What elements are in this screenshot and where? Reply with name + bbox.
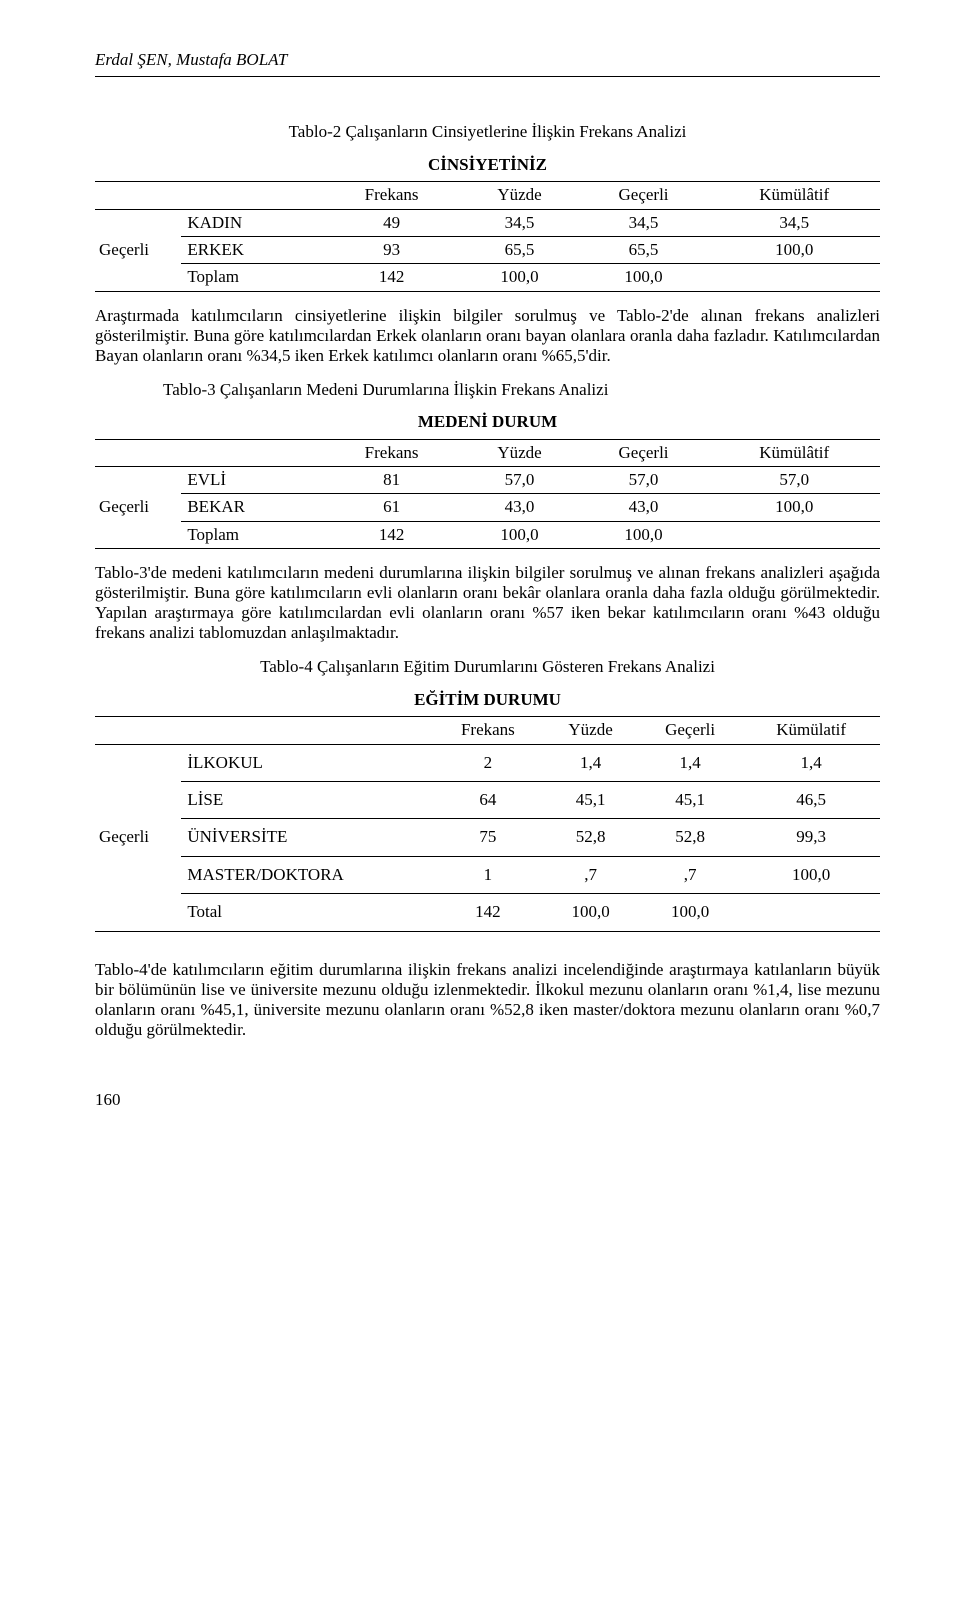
table4-caption: Tablo-4 Çalışanların Eğitim Durumlarını … [95,657,880,677]
table2-r0-c1: 49 [323,209,461,236]
table4-r2-label: ÜNİVERSİTE [181,819,432,856]
table4-r4-c3: 100,0 [638,894,742,931]
table3-head-c4: Kümülâtif [708,439,880,466]
table4-r4-c4 [742,894,880,931]
author-header: Erdal ŞEN, Mustafa BOLAT [95,50,880,70]
table2-r2-label: Toplam [181,264,322,291]
table-row: ÜNİVERSİTE 75 52,8 52,8 99,3 [95,819,880,856]
table2-r1-c1: 93 [323,236,461,263]
table3-head-c1: Frekans [323,439,461,466]
table3-rowhead: Geçerli [95,467,181,549]
table4-section-label: EĞİTİM DURUMU [95,690,880,710]
table2: Frekans Yüzde Geçerli Kümülâtif Geçerli … [95,181,880,292]
page-number: 160 [95,1090,880,1110]
table4-r1-c3: 45,1 [638,781,742,818]
table2-head-c2: Yüzde [461,182,579,209]
table2-r0-c2: 34,5 [461,209,579,236]
table4-r2-c3: 52,8 [638,819,742,856]
table-row: Geçerli EVLİ 81 57,0 57,0 57,0 [95,467,880,494]
table2-head-c4: Kümülâtif [708,182,880,209]
table4-head-c2: Yüzde [543,717,638,744]
table3: Frekans Yüzde Geçerli Kümülâtif Geçerli … [95,439,880,550]
table4-head-c3: Geçerli [638,717,742,744]
table3-head-row: Frekans Yüzde Geçerli Kümülâtif [95,439,880,466]
table2-r2-c2: 100,0 [461,264,579,291]
table3-head-c2: Yüzde [461,439,579,466]
table2-r1-c2: 65,5 [461,236,579,263]
table4-r4-label: Total [181,894,432,931]
table4-r2-c4: 99,3 [742,819,880,856]
table2-r2-c3: 100,0 [579,264,709,291]
table4-r1-label: LİSE [181,781,432,818]
table-row: Toplam 142 100,0 100,0 [95,264,880,291]
table2-r2-c1: 142 [323,264,461,291]
table-row: Total 142 100,0 100,0 [95,894,880,931]
table3-r2-c2: 100,0 [461,521,579,548]
table3-r2-c3: 100,0 [579,521,709,548]
table4-r3-c2: ,7 [543,856,638,893]
table2-rowhead: Geçerli [95,209,181,291]
table2-caption: Tablo-2 Çalışanların Cinsiyetlerine İliş… [95,122,880,142]
table4-r1-c4: 46,5 [742,781,880,818]
table4: Frekans Yüzde Geçerli Kümülatif Geçerli … [95,716,880,931]
table-row: Toplam 142 100,0 100,0 [95,521,880,548]
table-row: ERKEK 93 65,5 65,5 100,0 [95,236,880,263]
table4-head-row: Frekans Yüzde Geçerli Kümülatif [95,717,880,744]
table4-r0-c4: 1,4 [742,744,880,781]
table2-head-c3: Geçerli [579,182,709,209]
table2-r0-c4: 34,5 [708,209,880,236]
table3-r1-c3: 43,0 [579,494,709,521]
table3-r2-c4 [708,521,880,548]
table3-r1-c4: 100,0 [708,494,880,521]
table3-r1-c1: 61 [323,494,461,521]
table3-r0-c2: 57,0 [461,467,579,494]
table4-r4-c1: 142 [433,894,544,931]
table3-section-label: MEDENİ DURUM [95,412,880,432]
table-row: Geçerli KADIN 49 34,5 34,5 34,5 [95,209,880,236]
table4-r3-c3: ,7 [638,856,742,893]
paragraph-table3: Tablo-3'de medeni katılımcıların medeni … [95,563,880,643]
table4-r0-label: İLKOKUL [181,744,432,781]
table3-r0-label: EVLİ [181,467,322,494]
table3-r2-c1: 142 [323,521,461,548]
table4-r0-c2: 1,4 [543,744,638,781]
table4-r0-c3: 1,4 [638,744,742,781]
table-row: Geçerli İLKOKUL 2 1,4 1,4 1,4 [95,744,880,781]
table4-r3-c4: 100,0 [742,856,880,893]
table3-r2-label: Toplam [181,521,322,548]
table2-head-c1: Frekans [323,182,461,209]
table3-r0-c3: 57,0 [579,467,709,494]
paragraph-table4: Tablo-4'de katılımcıların eğitim durumla… [95,960,880,1040]
table4-r4-c2: 100,0 [543,894,638,931]
table3-r0-c1: 81 [323,467,461,494]
table4-r2-c2: 52,8 [543,819,638,856]
table4-head-c1: Frekans [433,717,544,744]
table2-r1-c3: 65,5 [579,236,709,263]
table2-section-label: CİNSİYETİNİZ [95,155,880,175]
table4-r3-label: MASTER/DOKTORA [181,856,432,893]
table2-r1-label: ERKEK [181,236,322,263]
table3-r1-label: BEKAR [181,494,322,521]
table2-r0-label: KADIN [181,209,322,236]
table3-r0-c4: 57,0 [708,467,880,494]
table-row: BEKAR 61 43,0 43,0 100,0 [95,494,880,521]
table4-r3-c1: 1 [433,856,544,893]
table3-caption: Tablo-3 Çalışanların Medeni Durumlarına … [129,380,880,400]
table4-r1-c1: 64 [433,781,544,818]
table2-r2-c4 [708,264,880,291]
table4-r2-c1: 75 [433,819,544,856]
table2-r0-c3: 34,5 [579,209,709,236]
table4-r1-c2: 45,1 [543,781,638,818]
table2-r1-c4: 100,0 [708,236,880,263]
table-row: LİSE 64 45,1 45,1 46,5 [95,781,880,818]
table2-head-row: Frekans Yüzde Geçerli Kümülâtif [95,182,880,209]
table4-head-c4: Kümülatif [742,717,880,744]
table3-head-c3: Geçerli [579,439,709,466]
table-row: MASTER/DOKTORA 1 ,7 ,7 100,0 [95,856,880,893]
table4-r0-c1: 2 [433,744,544,781]
paragraph-table2: Araştırmada katılımcıların cinsiyetlerin… [95,306,880,366]
table4-rowhead: Geçerli [95,744,181,931]
table3-r1-c2: 43,0 [461,494,579,521]
header-divider [95,76,880,77]
